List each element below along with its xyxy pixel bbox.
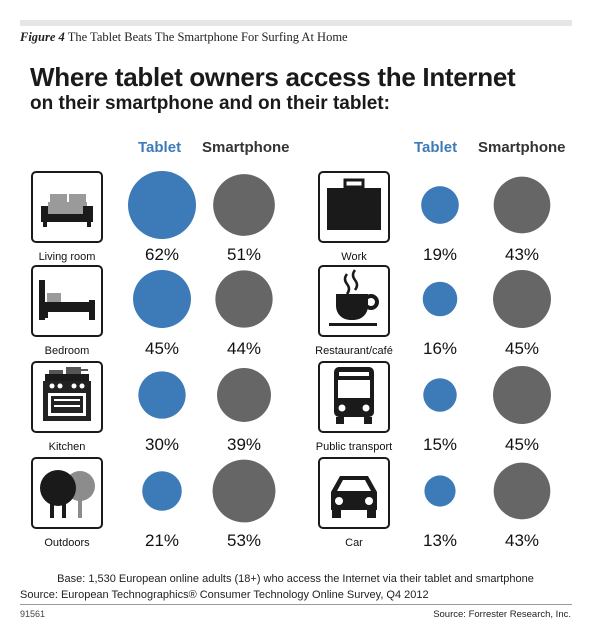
source-note: Source: European Technographics® Consume… (20, 589, 429, 601)
bottom-rule (20, 604, 572, 605)
category-label: Work (341, 251, 367, 263)
tablet-value-label: 62% (145, 245, 179, 264)
bus-icon (334, 367, 374, 424)
tablet-value-label: 21% (145, 531, 179, 550)
tablet-bubble-4 (142, 471, 182, 511)
category-label: Public transport (316, 441, 392, 453)
category-label: Restaurant/café (315, 345, 393, 357)
smartphone-bubble-2 (215, 270, 273, 328)
tablet-value-label: 19% (423, 245, 457, 264)
location-icon-8 (318, 457, 390, 529)
tablet-bubble-6 (422, 281, 458, 317)
tablet-bubble-7 (423, 378, 457, 412)
location-icon-6 (318, 265, 390, 337)
tablet-value-label: 15% (423, 435, 457, 454)
tablet-bubble-5 (421, 186, 459, 224)
top-rule (20, 20, 572, 26)
category-label: Living room (39, 251, 96, 263)
legend-tablet-left: Tablet (138, 139, 182, 156)
smartphone-value-label: 45% (505, 339, 539, 358)
location-icon-7 (318, 361, 390, 433)
smartphone-bubble-4 (212, 459, 276, 523)
tablet-bubble-3 (138, 371, 186, 419)
smartphone-bubble-5 (493, 176, 551, 234)
location-icon-4 (31, 457, 103, 529)
tablet-value-label: 13% (423, 531, 457, 550)
figure-label: Figure 4 (20, 30, 65, 44)
legend-tablet-right: Tablet (414, 139, 458, 156)
car-icon (331, 476, 377, 518)
smartphone-value-label: 39% (227, 435, 261, 454)
smartphone-bubble-3 (217, 368, 271, 422)
tablet-value-label: 16% (423, 339, 457, 358)
base-note: Base: 1,530 European online adults (18+)… (57, 573, 534, 585)
stove-icon (43, 367, 91, 421)
smartphone-value-label: 43% (505, 531, 539, 550)
smartphone-bubble-6 (493, 270, 551, 328)
credit: Source: Forrester Research, Inc. (433, 609, 571, 620)
location-icon-3 (31, 361, 103, 433)
bed-icon (39, 280, 95, 320)
tablet-bubble-1 (128, 171, 196, 239)
chart-subtitle: on their smartphone and on their tablet: (30, 93, 390, 114)
icon-frame (31, 265, 103, 337)
smartphone-value-label: 53% (227, 531, 261, 550)
figure-caption-text: The Tablet Beats The Smartphone For Surf… (67, 30, 348, 44)
smartphone-bubble-8 (493, 462, 551, 520)
legend-smartphone-right: Smartphone (478, 139, 566, 156)
coffee-cup-icon (329, 269, 379, 326)
figure-number: 91561 (20, 609, 46, 619)
category-label: Outdoors (44, 537, 90, 549)
smartphone-value-label: 45% (505, 435, 539, 454)
figure-caption: Figure 4 The Tablet Beats The Smartphone… (20, 30, 348, 45)
tablet-value-label: 45% (145, 339, 179, 358)
tablet-bubble-8 (424, 475, 456, 507)
briefcase-icon (327, 178, 381, 230)
smartphone-bubble-1 (213, 174, 275, 236)
location-icon-1 (31, 171, 103, 243)
tablet-bubble-2 (133, 270, 191, 328)
smartphone-value-label: 44% (227, 339, 261, 358)
trees-icon (40, 470, 95, 518)
location-icon-2 (31, 265, 103, 337)
category-label: Kitchen (49, 441, 86, 453)
category-label: Bedroom (45, 345, 90, 357)
smartphone-value-label: 43% (505, 245, 539, 264)
smartphone-value-label: 51% (227, 245, 261, 264)
location-icon-5 (318, 171, 390, 243)
category-label: Car (345, 537, 363, 549)
smartphone-bubble-7 (493, 366, 551, 424)
legend-smartphone-left: Smartphone (202, 139, 290, 156)
sofa-icon (41, 194, 93, 227)
chart-title: Where tablet owners access the Internet (30, 62, 516, 92)
tablet-value-label: 30% (145, 435, 179, 454)
